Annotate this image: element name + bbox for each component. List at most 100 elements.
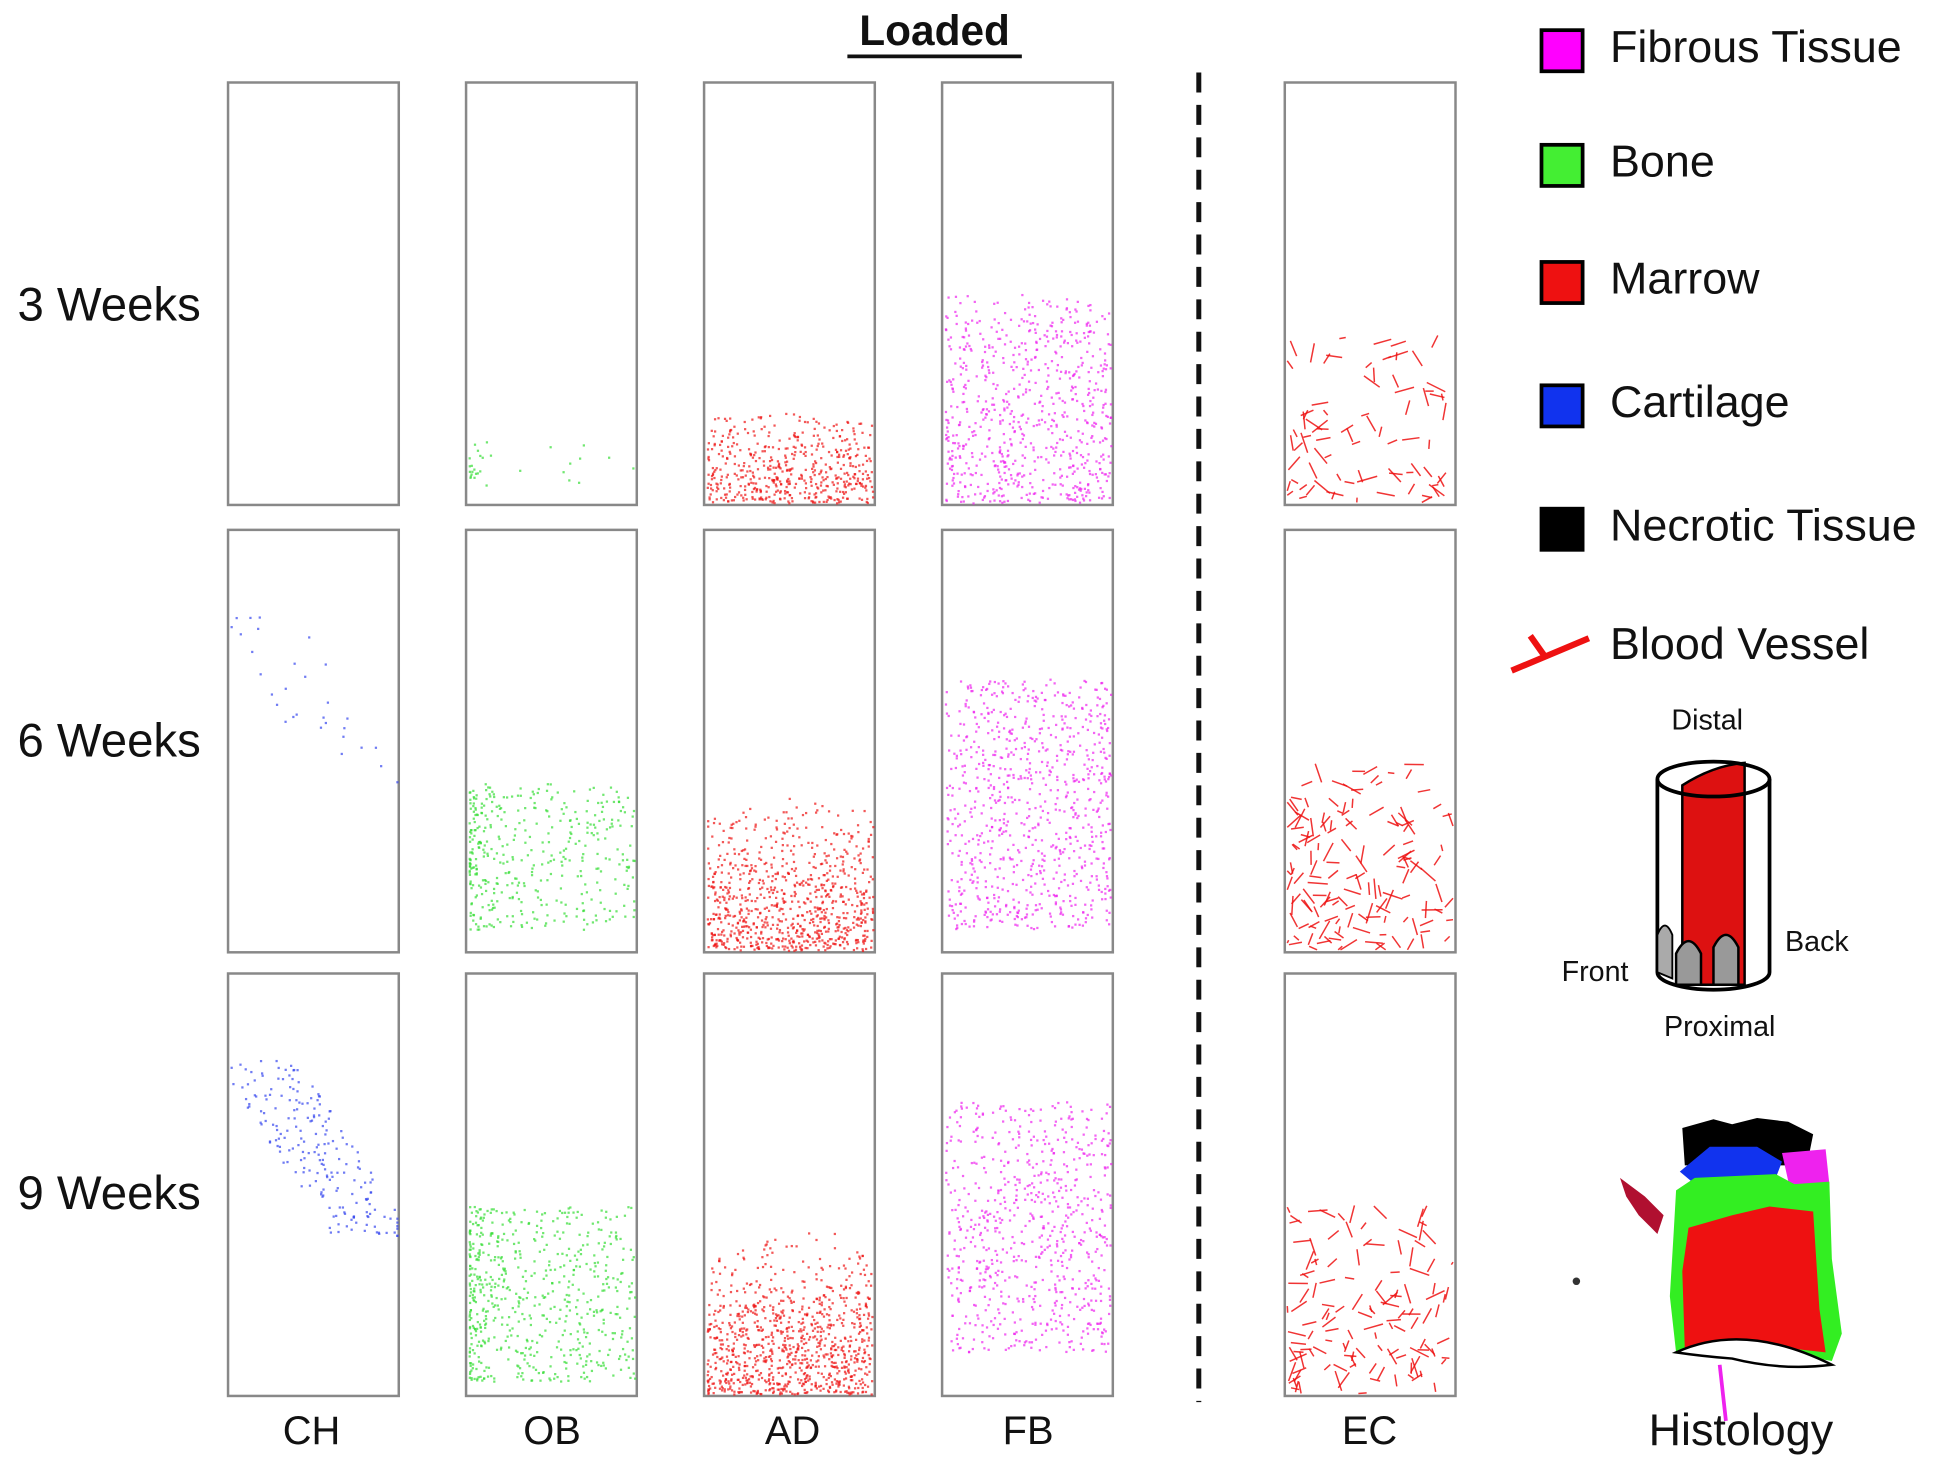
cell-dot bbox=[804, 1350, 806, 1352]
cell-dot bbox=[791, 868, 793, 870]
cell-dot bbox=[634, 1296, 636, 1298]
cell-dot bbox=[750, 945, 752, 947]
cell-dot bbox=[490, 1286, 492, 1288]
cell-dot bbox=[369, 1181, 371, 1183]
cell-dot bbox=[719, 444, 721, 446]
cell-dot bbox=[594, 1276, 596, 1278]
cell-dot bbox=[479, 1208, 481, 1210]
cell-dot bbox=[771, 501, 773, 503]
cell-dot bbox=[730, 934, 732, 936]
cell-dot bbox=[535, 889, 537, 891]
cell-dot bbox=[351, 1145, 353, 1147]
cell-dot bbox=[828, 1299, 830, 1301]
cell-dot bbox=[769, 1388, 771, 1390]
cell-dot bbox=[1010, 341, 1012, 343]
cell-dot bbox=[774, 873, 776, 875]
cell-dot bbox=[580, 1253, 582, 1255]
cell-dot bbox=[854, 878, 856, 880]
cell-dot bbox=[310, 1097, 312, 1099]
cell-dot bbox=[723, 1360, 725, 1362]
cell-dot bbox=[593, 834, 595, 836]
cell-dot bbox=[826, 872, 828, 874]
cell-dot bbox=[823, 501, 825, 503]
cell-dot bbox=[1069, 900, 1071, 902]
cell-dot bbox=[530, 1324, 532, 1326]
cell-dot bbox=[1035, 332, 1037, 334]
cell-dot bbox=[556, 1231, 558, 1233]
cell-dot bbox=[478, 1259, 480, 1261]
cell-dot bbox=[958, 735, 960, 737]
cell-dot bbox=[567, 1375, 569, 1377]
cell-dot bbox=[784, 876, 786, 878]
cell-dot bbox=[728, 1322, 730, 1324]
cell-dot bbox=[531, 1379, 533, 1381]
legend-label: Blood Vessel bbox=[1610, 618, 1869, 669]
cell-dot bbox=[396, 1218, 398, 1220]
cell-dot bbox=[532, 791, 534, 793]
cell-dot bbox=[1003, 783, 1005, 785]
cell-dot bbox=[866, 1264, 868, 1266]
cell-dot bbox=[968, 426, 970, 428]
cell-dot bbox=[948, 715, 950, 717]
cell-dot bbox=[478, 1360, 480, 1362]
cell-dot bbox=[780, 1322, 782, 1324]
cell-dot bbox=[364, 1230, 366, 1232]
cell-dot bbox=[758, 416, 760, 418]
cell-dot bbox=[1014, 347, 1016, 349]
cell-dot bbox=[799, 925, 801, 927]
vessel-segment bbox=[1369, 882, 1370, 895]
cell-dot bbox=[485, 1318, 487, 1320]
cell-dot bbox=[849, 465, 851, 467]
cell-dot bbox=[712, 467, 714, 469]
cell-dot bbox=[1049, 679, 1051, 681]
cell-dot bbox=[962, 393, 964, 395]
cell-dot bbox=[374, 1226, 376, 1228]
cell-dot bbox=[627, 885, 629, 887]
cell-dot bbox=[534, 1296, 536, 1298]
cell-dot bbox=[832, 943, 834, 945]
cell-dot bbox=[540, 904, 542, 906]
cell-dot bbox=[559, 1309, 561, 1311]
cell-dot bbox=[848, 1275, 850, 1277]
cell-dot bbox=[857, 831, 859, 833]
cell-dot bbox=[1088, 342, 1090, 344]
cell-dot bbox=[866, 1345, 868, 1347]
cell-dot bbox=[512, 921, 514, 923]
cell-dot bbox=[777, 460, 779, 462]
cell-dot bbox=[481, 1283, 483, 1285]
cell-dot bbox=[533, 793, 535, 795]
cell-dot bbox=[1096, 765, 1098, 767]
cell-dot bbox=[809, 892, 811, 894]
cell-dot bbox=[989, 830, 991, 832]
cell-dot bbox=[521, 926, 523, 928]
cell-dot bbox=[813, 493, 815, 495]
cell-dot bbox=[1078, 781, 1080, 783]
cell-dot bbox=[707, 820, 709, 822]
cell-dot bbox=[1061, 728, 1063, 730]
cell-dot bbox=[1098, 497, 1100, 499]
cell-dot bbox=[1024, 308, 1026, 310]
cell-dot bbox=[856, 1361, 858, 1363]
cell-dot bbox=[803, 1326, 805, 1328]
cell-dot bbox=[711, 430, 713, 432]
cell-dot bbox=[813, 418, 815, 420]
cell-dot bbox=[767, 924, 769, 926]
cell-dot bbox=[480, 1227, 482, 1229]
cell-dot bbox=[630, 1291, 632, 1293]
cell-dot bbox=[818, 889, 820, 891]
cell-dot bbox=[739, 1328, 741, 1330]
cell-dot bbox=[1008, 731, 1010, 733]
cell-dot bbox=[478, 885, 480, 887]
cell-dot bbox=[791, 1364, 793, 1366]
cell-dot bbox=[959, 357, 961, 359]
cell-dot bbox=[1019, 426, 1021, 428]
cell-dot bbox=[1092, 355, 1094, 357]
cell-dot bbox=[1087, 322, 1089, 324]
cell-dot bbox=[1028, 302, 1030, 304]
cell-dot bbox=[300, 1137, 302, 1139]
cell-dot bbox=[622, 806, 624, 808]
cell-dot bbox=[1052, 715, 1054, 717]
cell-dot bbox=[809, 910, 811, 912]
cell-dot bbox=[369, 1203, 371, 1205]
cell-dot bbox=[1033, 859, 1035, 861]
